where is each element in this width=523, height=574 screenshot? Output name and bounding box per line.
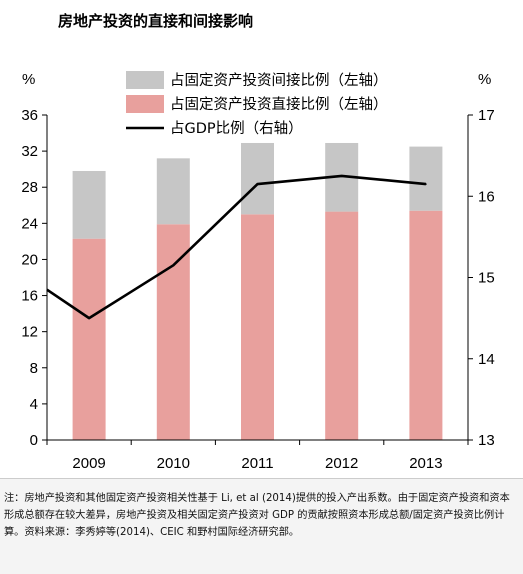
- left-tick-label: 36: [21, 107, 38, 124]
- bar-indirect-2013: [409, 146, 443, 211]
- bar-direct-2010: [156, 224, 190, 440]
- legend-label-2: 占GDP比例（右轴）: [170, 120, 303, 137]
- left-tick-label: 12: [21, 324, 38, 341]
- chart: 0 4 8 12 16 20 24 28 32 36 13 14 15 16 17 2009 2010 2011 2…: [21, 71, 495, 472]
- left-tick-label: 8: [30, 360, 38, 377]
- right-tick-label: 13: [478, 432, 495, 449]
- right-tick-label: 17: [478, 107, 495, 124]
- footnote-text: 注：房地产投资和其他固定资产投资相关性基于 Li, et al (2014)提供…: [4, 493, 510, 538]
- left-axis-label: %: [22, 71, 35, 88]
- bar-indirect-2011: [241, 142, 274, 215]
- gdp-share-point-2009: [88, 317, 90, 319]
- legend-swatch-0: [126, 71, 164, 89]
- footnote-box: [0, 478, 523, 574]
- legend-swatch-1: [126, 95, 164, 113]
- bar-direct-2011: [241, 214, 274, 440]
- bar-direct-2013: [409, 210, 443, 440]
- left-tick-label: 4: [30, 396, 38, 413]
- gdp-share-point-2012: [340, 175, 343, 177]
- right-axis-label: %: [478, 71, 491, 88]
- bar-indirect-2009: [72, 170, 106, 239]
- gdp-share-point-2013: [425, 183, 427, 185]
- left-tick-label: 20: [21, 251, 38, 268]
- bar-direct-2009: [72, 238, 106, 440]
- bar-indirect-2010: [156, 158, 190, 225]
- gdp-share-point-2010: [172, 264, 175, 267]
- right-tick-label: 14: [478, 351, 495, 368]
- left-tick-label: 24: [21, 215, 38, 232]
- left-tick-label: 0: [30, 432, 38, 449]
- left-tick-label: 28: [21, 179, 38, 196]
- x-tick-label: 2009: [72, 455, 105, 472]
- bar-direct-2012: [325, 211, 359, 440]
- x-tick-label: 2011: [241, 455, 273, 472]
- chart-title: 房地产投资的直接和间接影响: [58, 12, 254, 30]
- gdp-share-point-2011: [256, 183, 259, 185]
- x-tick-label: 2013: [409, 455, 442, 472]
- x-tick-label: 2012: [325, 455, 358, 472]
- left-tick-label: 32: [21, 143, 38, 160]
- x-tick-label: 2010: [157, 455, 190, 472]
- legend-label-1: 占固定资产投资直接比例（左轴）: [170, 96, 388, 113]
- legend-label-0: 占固定资产投资间接比例（左轴）: [170, 72, 388, 89]
- left-tick-label: 16: [21, 288, 38, 305]
- right-tick-label: 15: [478, 270, 495, 287]
- right-tick-label: 16: [478, 188, 495, 205]
- gdp-share-line: [46, 174, 427, 320]
